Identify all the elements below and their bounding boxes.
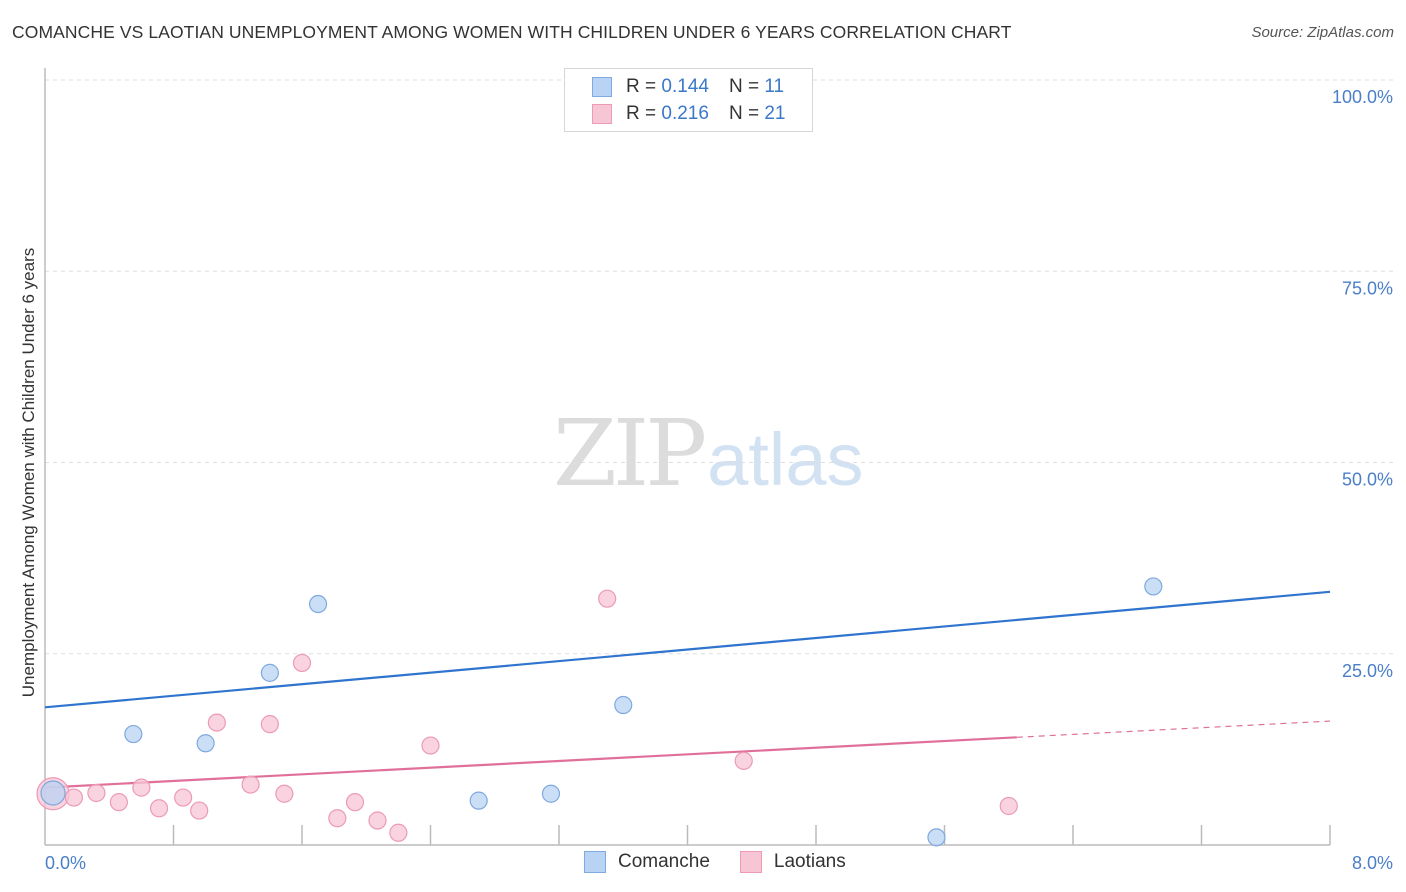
trendline-comanche [44, 590, 1331, 709]
grid-layer [45, 79, 1395, 655]
y-tick-label: 100.0% [1332, 87, 1393, 107]
data-point-laotians [241, 775, 260, 794]
data-point-comanche [469, 791, 488, 810]
data-point-laotians [598, 589, 617, 608]
data-point-comanche [124, 724, 143, 744]
legend-r-value: 0.144 [661, 75, 709, 97]
legend-row-laotians: R = 0.216 N = 21 [565, 100, 785, 127]
y-axis-label: Unemployment Among Women with Children U… [19, 248, 38, 697]
y-tick-label: 25.0% [1342, 661, 1393, 681]
legend-r-label: R = [626, 102, 657, 124]
series-legend: Comanche Laotians [584, 851, 876, 873]
data-point-laotians [328, 809, 347, 828]
legend-row-comanche: R = 0.144 N = 11 [565, 73, 784, 100]
data-point-laotians [132, 778, 151, 797]
data-point-comanche [196, 734, 215, 753]
data-point-laotians [275, 784, 294, 803]
y-tick-label: 75.0% [1342, 278, 1393, 298]
trendline-laotians-dashed [1016, 720, 1331, 738]
legend-n-value: 21 [764, 102, 786, 124]
chart-title: COMANCHE VS LAOTIAN UNEMPLOYMENT AMONG W… [12, 22, 1012, 42]
laotians-swatch [592, 103, 612, 124]
data-point-laotians [421, 736, 440, 755]
data-point-laotians [87, 783, 106, 803]
data-point-laotians [389, 823, 408, 842]
data-point-comanche [614, 695, 633, 715]
data-point-laotians [368, 811, 387, 830]
legend-label-laotians: Laotians [773, 851, 846, 872]
data-point-comanche [40, 780, 66, 806]
source-label: Source: ZipAtlas.com [1251, 24, 1394, 41]
y-tick-label: 50.0% [1342, 470, 1393, 490]
data-point-laotians [64, 788, 84, 807]
legend-n-label: N = [728, 75, 760, 97]
data-point-laotians [345, 793, 365, 812]
data-point-comanche [260, 663, 279, 682]
legend-item-comanche[interactable]: Comanche [584, 851, 710, 873]
data-point-laotians [109, 793, 128, 812]
laotians-swatch [739, 851, 762, 873]
data-point-laotians [174, 788, 193, 807]
data-point-comanche [927, 828, 946, 847]
data-point-laotians [292, 653, 312, 673]
axis-layer [44, 68, 1331, 846]
data-point-comanche [1144, 577, 1163, 596]
data-point-laotians [734, 751, 753, 770]
stats-legend: R = 0.144 N = 11 R = 0.216 N = 21 [564, 68, 813, 132]
data-point-comanche [541, 784, 561, 803]
legend-n-value: 11 [764, 75, 785, 97]
point-layer [36, 70, 1163, 847]
trendline-laotians [44, 736, 1017, 789]
comanche-swatch [584, 851, 606, 873]
legend-r-value: 0.216 [661, 102, 709, 124]
data-point-laotians [207, 713, 226, 732]
x-tick-label: 8.0% [1352, 853, 1393, 873]
label-layer: 100.0% 75.0% 50.0% 25.0% 0.0% 8.0% Unemploymen… [19, 87, 1393, 873]
data-point-laotians [149, 799, 169, 818]
x-tick-label: 0.0% [45, 853, 86, 873]
legend-item-laotians[interactable]: Laotians [739, 851, 846, 873]
data-point-laotians [999, 796, 1018, 816]
data-point-laotians [190, 801, 209, 820]
legend-label-comanche: Comanche [618, 851, 710, 872]
legend-r-label: R = [626, 75, 657, 97]
data-point-comanche [308, 594, 328, 614]
legend-n-label: N = [728, 102, 760, 124]
data-point-laotians [260, 715, 279, 734]
trend-layer [44, 590, 1331, 789]
comanche-swatch [592, 76, 612, 97]
